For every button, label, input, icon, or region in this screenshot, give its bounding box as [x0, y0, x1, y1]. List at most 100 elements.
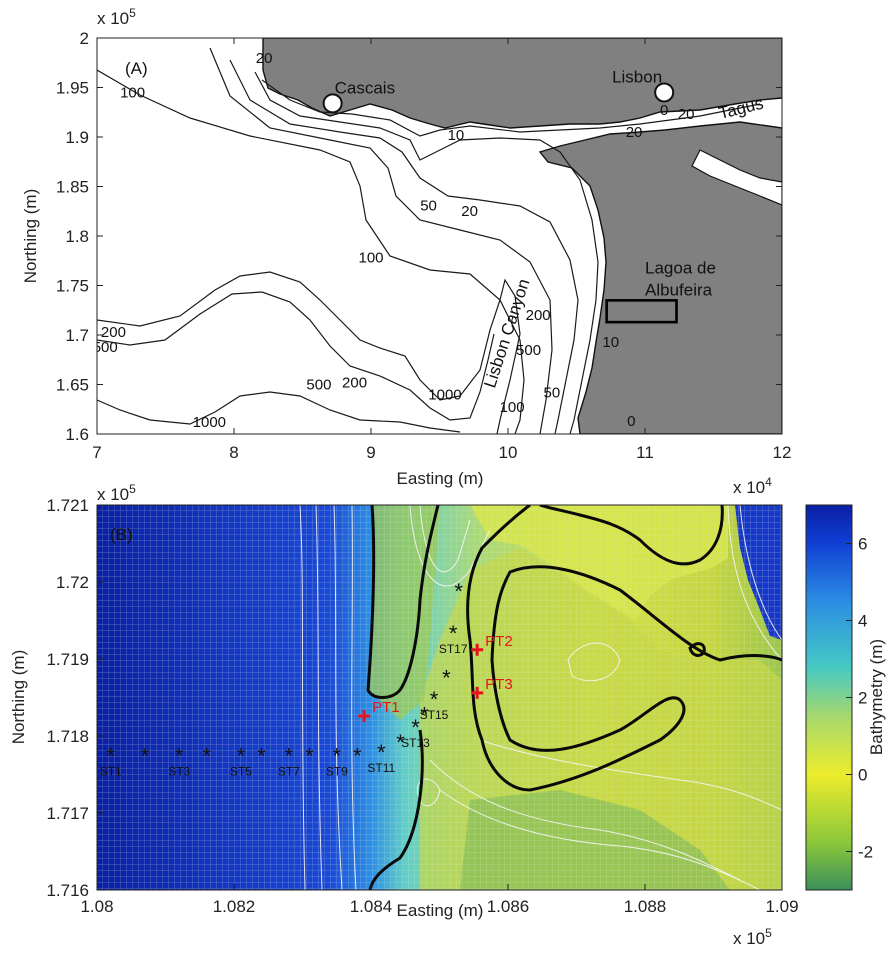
contour-label: 1000: [193, 414, 226, 431]
panel-b-xtick-label: 1.082: [213, 897, 256, 916]
contour-label: 1000: [428, 386, 461, 403]
station-label: ST7: [278, 764, 300, 778]
white-contour-1: [299, 505, 306, 890]
contour-label: 500: [93, 339, 118, 356]
lagoon-label: Albufeira: [645, 280, 713, 299]
panel-b-xtick-label: 1.084: [350, 897, 393, 916]
station-label: ST5: [230, 764, 252, 778]
colorbar-tick-label: -2: [858, 843, 873, 862]
panel-a-xtick-label: 8: [229, 443, 238, 462]
panel-b-ytick-label: 1.716: [46, 881, 89, 900]
panel-b-ylabel: Northing (m): [9, 650, 28, 744]
panel-b-bathymetry: *ST1* *ST3* *ST5* *ST7* *ST9* *ST11**ST13**ST…: [9, 482, 886, 948]
white-contour-9: [479, 739, 782, 811]
panel-a-ylabel: Northing (m): [21, 189, 40, 283]
panel-b-xlabel: Easting (m): [397, 901, 484, 920]
panel-a-ytick-label: 1.95: [56, 79, 89, 98]
pressure-sensor-label: PT3: [485, 676, 513, 693]
white-contour-8: [439, 789, 761, 890]
white-contour-5: [419, 505, 471, 573]
contour-label: 50: [420, 197, 437, 214]
colorbar-tick-label: 6: [858, 535, 867, 554]
station-marker: *: [442, 665, 451, 690]
panel-b-xtick-label: 1.08: [80, 897, 113, 916]
station-marker: *: [285, 743, 294, 768]
colorbar-tick-label: 0: [858, 766, 867, 785]
pressure-sensor-marker: [358, 709, 371, 722]
city-label: Cascais: [335, 78, 395, 97]
contour-10m: [254, 71, 599, 434]
panel-b-ytick-label: 1.721: [46, 496, 89, 515]
contour-label: 0: [660, 102, 668, 119]
panel-a-y-multiplier: x 105: [97, 6, 136, 28]
colorbar-tick-label: 2: [858, 689, 867, 708]
contour-1000m: [97, 391, 461, 433]
pressure-sensor-marker: [471, 686, 484, 699]
panel-a-ytick-label: 2: [80, 29, 89, 48]
contour-label: 500: [516, 342, 541, 359]
shoreline-east-bank: [466, 505, 782, 792]
station-marker: *: [430, 687, 439, 712]
station-label: ST13: [401, 736, 430, 750]
white-contour-7: [429, 759, 741, 881]
lagoon-label: Lagoa de: [645, 259, 716, 278]
contour-label: 20: [678, 106, 695, 123]
contour-label: 200: [342, 374, 367, 391]
station-label: ST9: [326, 764, 348, 778]
station-marker: *: [305, 743, 314, 768]
panel-a-ytick-label: 1.65: [56, 376, 89, 395]
station-label: ST1: [100, 764, 122, 778]
white-contour-4: [351, 505, 357, 890]
contour-0m: [261, 79, 761, 137]
contour-label: 100: [500, 399, 525, 416]
shoreline-islet: [688, 642, 706, 657]
contour-label: 500: [306, 376, 331, 393]
panel-a-label: (A): [125, 59, 148, 78]
panel-b-ytick-label: 1.72: [56, 573, 89, 592]
panel-a-xtick-label: 9: [366, 443, 375, 462]
panel-a-xtick-label: 7: [92, 443, 101, 462]
station-marker: *: [449, 621, 458, 646]
station-marker: *: [332, 743, 341, 768]
station-marker: *: [106, 743, 115, 768]
panel-a-ytick-label: 1.75: [56, 277, 89, 296]
station-marker: *: [175, 743, 184, 768]
panel-a-ytick-label: 1.6: [65, 425, 89, 444]
white-contour-10: [739, 505, 782, 641]
white-contour-3: [333, 505, 343, 890]
panel-a-ytick-label: 1.8: [65, 227, 89, 246]
station-label: ST15: [420, 708, 449, 722]
contour-label: 200: [101, 324, 126, 341]
colorbar-label: Bathymetry (m): [867, 639, 886, 755]
station-marker: *: [353, 743, 362, 768]
pressure-sensor-marker: [471, 643, 484, 656]
panel-a-xtick-label: 10: [499, 443, 518, 462]
contour-label: 10: [448, 127, 465, 144]
panel-a-ytick-label: 1.85: [56, 178, 89, 197]
contour-label: 20: [461, 203, 478, 220]
estuary-inlet: [691, 149, 782, 206]
city-marker: [322, 93, 343, 114]
panel-a-ytick-label: 1.7: [65, 326, 89, 345]
land-south: [538, 121, 782, 434]
panel-a-ytick-label: 1.9: [65, 128, 89, 147]
panel-a-xlabel: Easting (m): [397, 469, 484, 488]
contour-label: 20: [256, 50, 273, 67]
colorbar-tick-label: 4: [858, 612, 867, 631]
panel-b-xtick-label: 1.09: [765, 897, 798, 916]
contour-label: 10: [602, 334, 619, 351]
station-marker: *: [141, 743, 150, 768]
station-label: ST11: [367, 761, 395, 775]
panel-b-x-multiplier: x 105: [733, 926, 772, 948]
panel-b-xtick-label: 1.086: [487, 897, 530, 916]
contour-label: 100: [120, 84, 145, 101]
pressure-sensor-label: PT2: [485, 633, 513, 650]
station-marker: *: [454, 579, 463, 604]
panel-b-ytick-label: 1.719: [46, 650, 89, 669]
colorbar: [805, 504, 853, 891]
station-marker: *: [396, 730, 405, 755]
station-marker: *: [411, 715, 420, 740]
study-area-box: [605, 299, 678, 324]
panel-a-xtick-label: 11: [636, 443, 654, 462]
